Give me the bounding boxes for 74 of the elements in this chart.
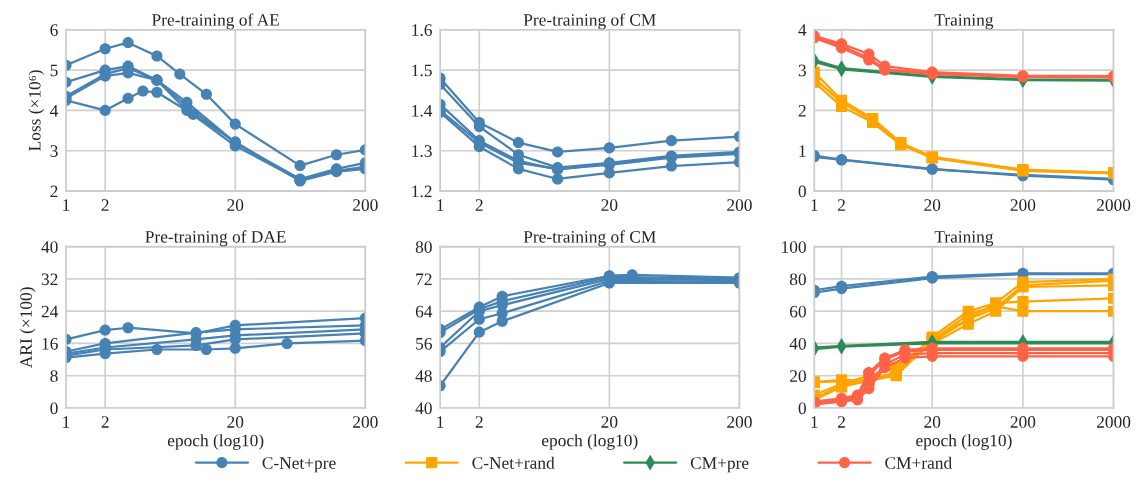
x-tick-label: 20 — [601, 416, 618, 428]
y-tick-label: 4 — [50, 105, 59, 117]
x-tick-label: 1 — [437, 199, 444, 211]
x-tick-label: 200 — [353, 416, 378, 428]
y-tick-label: 16 — [42, 337, 58, 350]
legend-label: CM+rand — [885, 456, 952, 469]
y-tick-label: 72 — [416, 273, 432, 285]
y-tick-label: 2 — [50, 185, 58, 198]
x-tick-label: 1 — [63, 199, 70, 211]
y-tick-label: 64 — [415, 305, 433, 318]
y-tick-label: 24 — [41, 305, 59, 318]
y-tick-label: 1 — [799, 145, 806, 157]
x-tick-label: 20 — [924, 416, 941, 428]
legend-label: C-Net+pre — [262, 457, 336, 473]
y-tick-label: 80 — [415, 241, 432, 253]
x-tick-label: 200 — [1010, 416, 1036, 428]
y-tick-label: 0 — [798, 402, 806, 415]
chart-title: Training — [934, 14, 994, 30]
y-tick-label: 5 — [50, 64, 58, 77]
x-tick-label: 1 — [63, 416, 70, 428]
chart-title: Pre-training of CM — [523, 13, 656, 30]
x-tick-label: 1 — [811, 416, 818, 428]
y-tick-label: 40 — [41, 241, 58, 253]
y-tick-label: 1.4 — [412, 104, 433, 117]
y-tick-label: 40 — [415, 402, 432, 415]
y-tick-label: 6 — [50, 24, 58, 36]
y-tick-label: 60 — [790, 305, 806, 318]
y-tick-label: 8 — [50, 370, 58, 382]
chart-title: Pre-training of DAE — [145, 230, 286, 247]
x-tick-label: 1 — [811, 199, 818, 211]
x-axis-title: epoch (log10) — [542, 434, 638, 450]
y-tick-label: 80 — [789, 273, 806, 286]
x-axis-title: epoch (log10) — [916, 434, 1012, 450]
x-tick-label: 2 — [837, 199, 845, 211]
y-axis-title: ARI (×100) — [19, 287, 36, 368]
y-tick-label: 4 — [798, 24, 807, 36]
x-tick-label: 2000 — [1096, 199, 1131, 211]
y-tick-label: 0 — [50, 402, 58, 415]
x-tick-label: 20 — [924, 199, 941, 211]
x-tick-label: 2 — [475, 199, 483, 211]
x-tick-label: 20 — [227, 416, 244, 428]
y-tick-label: 1.5 — [412, 64, 432, 77]
y-tick-label: 0 — [798, 185, 806, 198]
x-tick-label: 2 — [837, 416, 845, 428]
y-tick-label: 32 — [41, 273, 58, 286]
y-tick-label: 20 — [790, 370, 806, 382]
y-tick-label: 3 — [50, 145, 58, 157]
x-tick-label: 2000 — [1096, 416, 1131, 428]
y-tick-label: 100 — [782, 241, 806, 253]
y-tick-label: 1.2 — [412, 185, 432, 198]
y-tick-label: 56 — [416, 337, 432, 350]
chart-title: Pre-training of AE — [152, 13, 279, 30]
x-tick-label: 2 — [101, 416, 109, 428]
y-axis-title: Loss (×10⁶) — [28, 70, 45, 151]
x-tick-label: 2 — [101, 199, 109, 211]
x-tick-label: 2 — [475, 416, 483, 428]
x-axis-title: epoch (log10) — [167, 434, 264, 450]
x-tick-label: 200 — [727, 199, 752, 211]
legend-label: C-Net+rand — [472, 456, 555, 469]
y-tick-label: 1.3 — [412, 145, 432, 157]
y-tick-label: 1.6 — [412, 24, 432, 37]
y-tick-label: 3 — [798, 64, 806, 77]
x-tick-label: 20 — [601, 199, 618, 211]
x-tick-label: 20 — [227, 199, 244, 211]
x-tick-label: 1 — [437, 416, 444, 428]
x-tick-label: 200 — [353, 199, 378, 211]
legend-label: CM+pre — [690, 457, 749, 473]
chart-title: Training — [934, 231, 994, 247]
y-tick-label: 2 — [798, 104, 806, 117]
x-tick-label: 200 — [727, 416, 752, 428]
x-tick-label: 200 — [1010, 199, 1036, 211]
y-tick-label: 48 — [415, 370, 432, 382]
y-tick-label: 40 — [789, 337, 806, 350]
chart-title: Pre-training of CM — [523, 230, 656, 247]
